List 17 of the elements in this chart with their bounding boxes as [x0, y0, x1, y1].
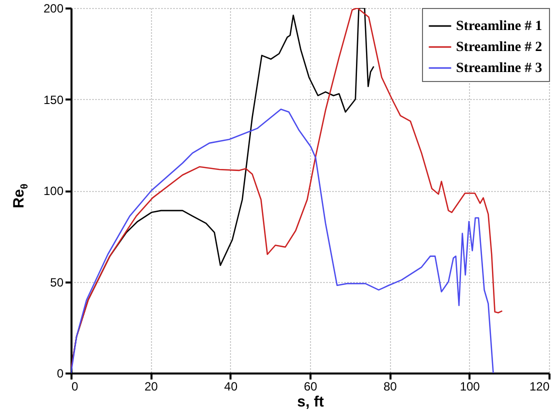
- x-axis-title: s, ft: [297, 394, 324, 410]
- x-tick-label: 20: [144, 380, 158, 394]
- y-tick-label: 100: [43, 184, 64, 198]
- x-tick-label: 60: [304, 380, 318, 394]
- y-tick-label: 150: [43, 92, 64, 107]
- x-tick-label: 0: [72, 380, 78, 394]
- legend-label: Streamline # 3: [456, 61, 542, 76]
- line-series: [71, 108, 494, 373]
- x-tick-label: 40: [224, 380, 238, 394]
- legend-label: Streamline # 1: [456, 19, 542, 34]
- x-tick-label: 100: [460, 380, 480, 394]
- y-tick-label: 50: [50, 275, 64, 290]
- legend-label: Streamline # 2: [456, 40, 542, 55]
- x-tick-label: 120: [529, 380, 550, 394]
- x-tick-label: 80: [383, 380, 398, 394]
- y-tick-label: 0: [56, 366, 64, 380]
- y-tick-label: 200: [43, 2, 64, 16]
